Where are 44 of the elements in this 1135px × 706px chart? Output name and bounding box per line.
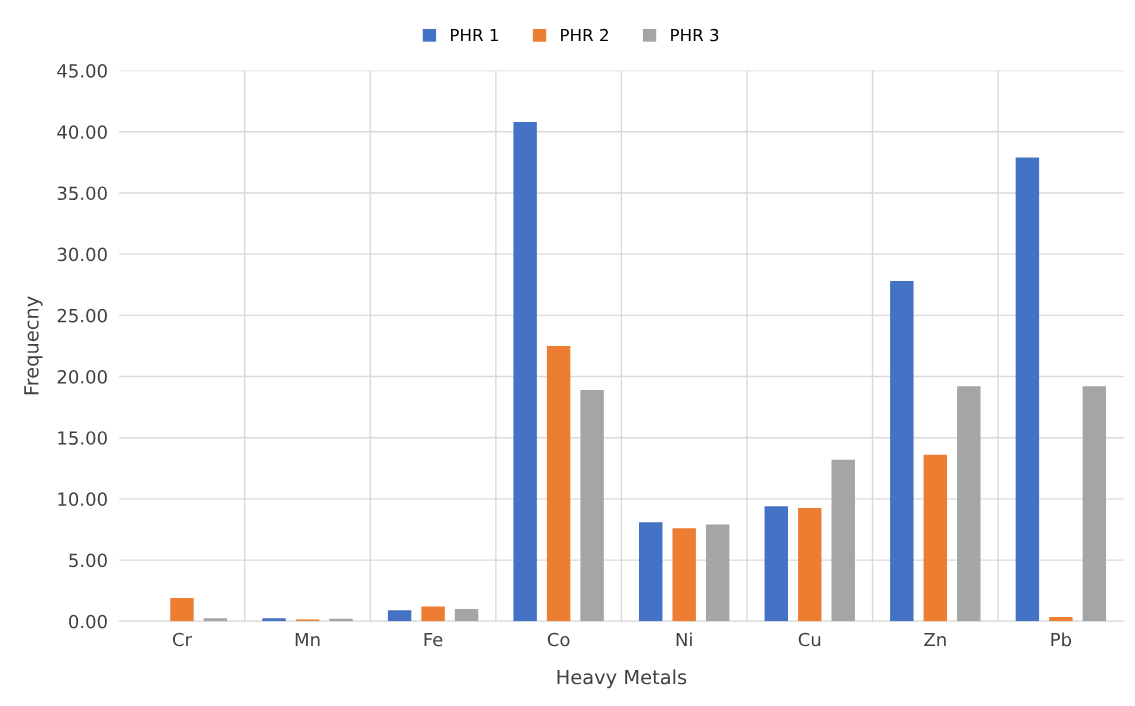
bar — [831, 459, 855, 622]
bar — [1082, 386, 1107, 622]
bar — [923, 454, 948, 622]
x-tick-label: Zn — [924, 632, 946, 647]
bar — [580, 389, 604, 622]
y-tick-label: 20.00 — [57, 369, 107, 384]
bar — [203, 618, 228, 622]
bar — [513, 122, 537, 622]
y-axis-title: Frequecny — [24, 296, 43, 395]
y-tick-label: 35.00 — [57, 186, 107, 201]
y-tick-label: 30.00 — [57, 247, 107, 262]
bar — [1049, 617, 1073, 622]
bar — [170, 598, 194, 622]
bar — [705, 524, 730, 622]
x-axis-title: Heavy Metals — [557, 669, 687, 689]
x-tick-label: Pb — [1051, 632, 1072, 647]
bar — [262, 618, 286, 622]
y-tick-label: 0.00 — [69, 614, 107, 629]
legend-label: PHR 3 — [671, 28, 719, 42]
y-tick-label: 45.00 — [57, 64, 107, 78]
bar — [387, 610, 412, 622]
bar — [454, 609, 479, 622]
bar — [421, 606, 445, 622]
y-tick-label: 5.00 — [69, 553, 107, 568]
y-tick-label: 40.00 — [57, 125, 107, 139]
x-tick-label: Cr — [172, 632, 192, 647]
y-tick-label: 10.00 — [58, 492, 107, 507]
x-tick-label: Fe — [424, 632, 443, 647]
bar — [1015, 157, 1040, 622]
x-tick-label: Cu — [798, 632, 821, 647]
x-tick-label: Ni — [676, 632, 692, 647]
y-tick-label: 15.00 — [58, 431, 107, 445]
bar — [764, 506, 788, 622]
bar — [672, 528, 696, 622]
legend-label: PHR 1 — [451, 28, 498, 42]
bar — [957, 386, 981, 622]
bar — [890, 281, 914, 622]
bar — [546, 345, 571, 622]
x-tick-label: Mn — [295, 632, 320, 647]
bar — [798, 508, 822, 622]
legend-label: PHR 2 — [561, 28, 608, 42]
y-tick-label: 25.00 — [57, 308, 107, 323]
bar — [638, 522, 663, 622]
x-tick-label: Co — [547, 632, 570, 647]
